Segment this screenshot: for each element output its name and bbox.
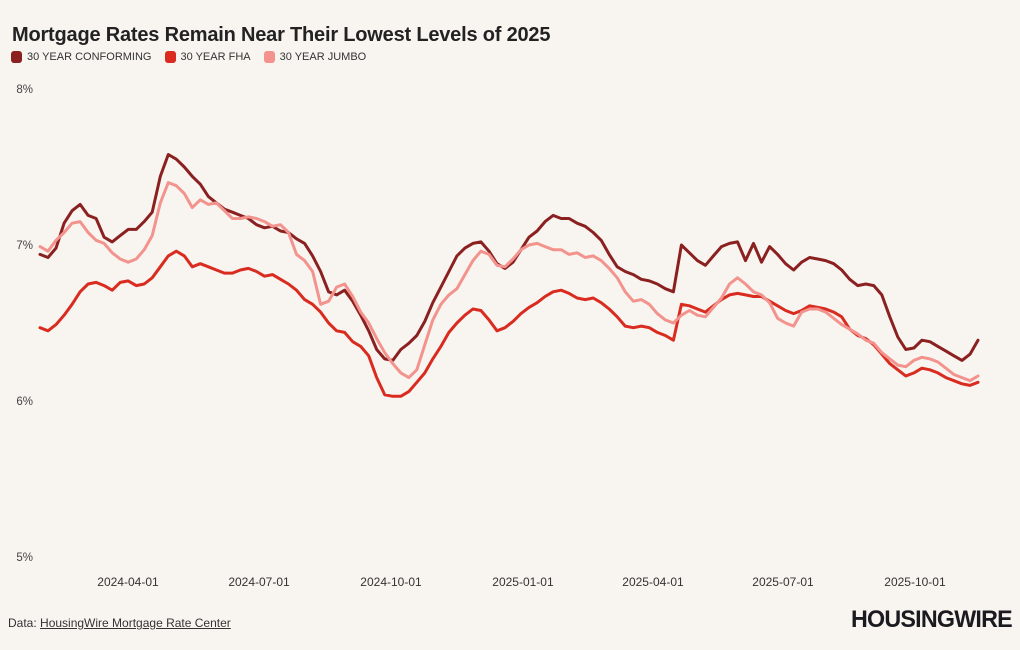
line-30-year-fha bbox=[38, 249, 980, 398]
line-30-year-conforming bbox=[38, 153, 980, 362]
legend-item-30-year-conforming: 30 YEAR CONFORMING bbox=[11, 51, 152, 63]
chart-legend: 30 YEAR CONFORMING 30 YEAR FHA 30 YEAR JUM… bbox=[11, 51, 366, 63]
legend-swatch bbox=[263, 51, 275, 63]
y-axis-tick-label: 6% bbox=[16, 396, 33, 408]
data-source-note: Data: HousingWire Mortgage Rate Center bbox=[8, 616, 231, 630]
x-axis-tick-label: 2025-01-01 bbox=[492, 575, 554, 589]
legend-swatch bbox=[11, 51, 22, 63]
legend-label: 30 YEAR CONFORMING bbox=[27, 51, 152, 63]
y-axis-tick-label: 8% bbox=[16, 84, 33, 96]
data-source-link[interactable]: HousingWire Mortgage Rate Center bbox=[40, 616, 231, 630]
legend-item-30-year-jumbo: 30 YEAR JUMBO bbox=[263, 51, 367, 63]
data-source-prefix: Data: bbox=[8, 616, 37, 630]
legend-label: 30 YEAR JUMBO bbox=[279, 51, 367, 63]
x-axis-tick-label: 2024-10-01 bbox=[360, 575, 422, 589]
chart-title: Mortgage Rates Remain Near Their Lowest … bbox=[12, 24, 551, 47]
housingwire-logo: HOUSINGWIRE bbox=[851, 606, 1013, 633]
legend-label: 30 YEAR FHA bbox=[180, 51, 251, 63]
x-axis-tick-label: 2024-07-01 bbox=[228, 575, 290, 589]
x-axis-tick-label: 2025-10-01 bbox=[884, 575, 946, 589]
legend-swatch bbox=[164, 51, 176, 63]
x-axis-tick-label: 2024-04-01 bbox=[97, 575, 159, 589]
legend-item-30-year-fha: 30 YEAR FHA bbox=[164, 51, 251, 63]
line-30-year-jumbo bbox=[38, 181, 980, 383]
y-axis-tick-label: 5% bbox=[16, 552, 33, 564]
y-axis-tick-label: 7% bbox=[16, 240, 33, 252]
x-axis-tick-label: 2025-04-01 bbox=[622, 575, 684, 589]
x-axis-tick-label: 2025-07-01 bbox=[752, 575, 814, 589]
